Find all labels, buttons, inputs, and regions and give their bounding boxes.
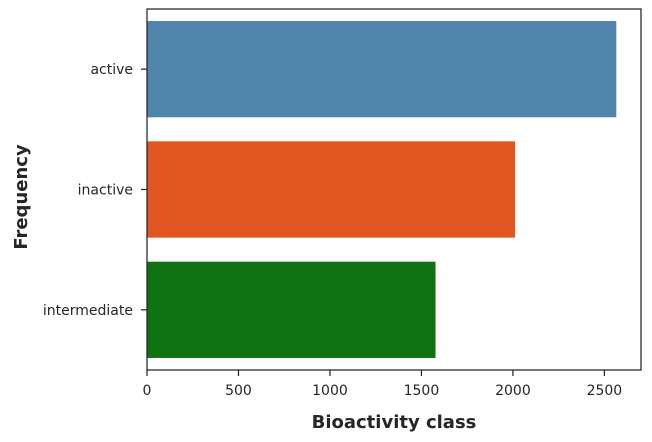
y-axis-title: Frequency <box>11 144 32 250</box>
x-tick-label-0: 0 <box>143 383 152 399</box>
x-tick-label-2500: 2500 <box>587 383 623 399</box>
x-tick-label-500: 500 <box>225 383 252 399</box>
x-tick-label-2000: 2000 <box>495 383 531 399</box>
y-tick-label-active: active <box>90 62 133 78</box>
bar-intermediate <box>147 261 436 358</box>
x-axis-ticks: 0 500 1000 1500 2000 2500 <box>143 370 623 399</box>
bar-active <box>147 21 617 118</box>
x-axis-title: Bioactivity class <box>312 412 477 433</box>
x-tick-label-1500: 1500 <box>404 383 440 399</box>
x-tick-label-1000: 1000 <box>312 383 348 399</box>
plot-frame <box>146 8 642 371</box>
bar-inactive <box>147 141 516 238</box>
y-tick-label-inactive: inactive <box>78 183 133 199</box>
y-axis-ticks: active inactive intermediate <box>43 62 147 319</box>
bars-group <box>147 21 617 358</box>
y-tick-label-intermediate: intermediate <box>43 303 133 319</box>
